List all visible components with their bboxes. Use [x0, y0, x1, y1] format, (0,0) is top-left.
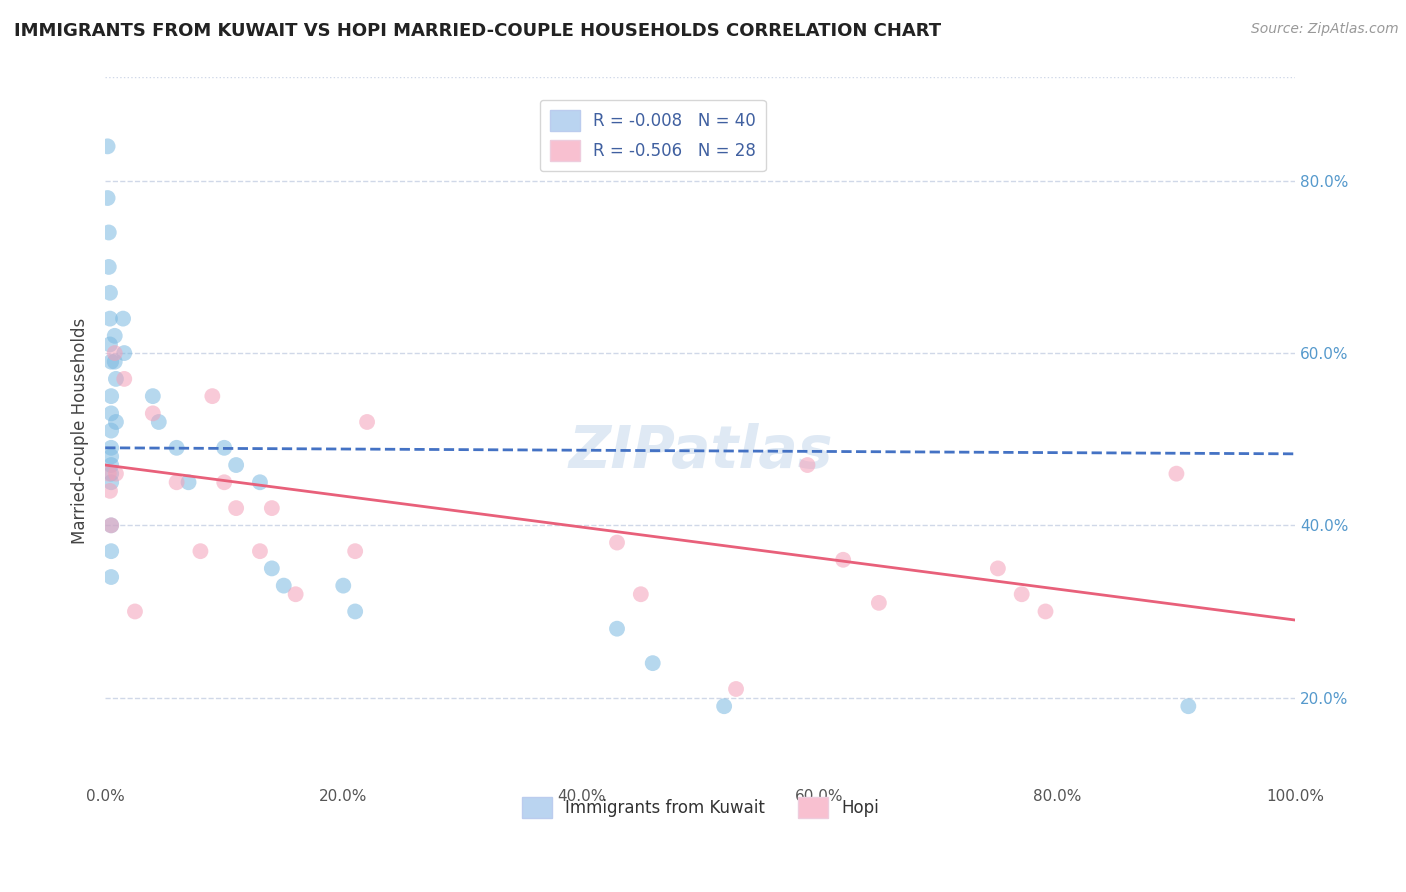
Point [796, 458, 818, 472]
Point [260, 561, 283, 575]
Point [630, 587, 652, 601]
Point [832, 553, 855, 567]
Point [166, 475, 188, 490]
Point [166, 441, 188, 455]
Point [100, 518, 122, 533]
Point [97, 139, 120, 153]
Point [100, 475, 122, 490]
Legend: Immigrants from Kuwait, Hopi: Immigrants from Kuwait, Hopi [515, 790, 886, 825]
Point [97, 226, 120, 240]
Point [868, 596, 890, 610]
Point [713, 699, 735, 714]
Point [356, 415, 378, 429]
Text: IMMIGRANTS FROM KUWAIT VS HOPI MARRIED-COUPLE HOUSEHOLDS CORRELATION CHART: IMMIGRANTS FROM KUWAIT VS HOPI MARRIED-C… [14, 22, 941, 40]
Point [249, 544, 271, 558]
Point [201, 389, 224, 403]
Point [190, 544, 212, 558]
Point [212, 441, 235, 455]
Point [112, 346, 135, 360]
Point [344, 544, 367, 558]
Point [273, 579, 295, 593]
Point [100, 406, 122, 420]
Point [344, 605, 367, 619]
Point [100, 424, 122, 438]
Point [1011, 587, 1033, 601]
Point [97, 191, 120, 205]
Point [104, 329, 127, 343]
Point [104, 354, 127, 368]
Point [100, 518, 122, 533]
Point [100, 570, 122, 584]
Point [112, 311, 135, 326]
Point [284, 587, 307, 601]
Point [97, 467, 120, 481]
Point [142, 389, 165, 403]
Point [249, 475, 271, 490]
Text: Source: ZipAtlas.com: Source: ZipAtlas.com [1251, 22, 1399, 37]
Point [104, 372, 127, 386]
Point [100, 450, 122, 464]
Point [1166, 467, 1188, 481]
Point [100, 389, 122, 403]
Point [100, 544, 122, 558]
Point [641, 656, 664, 670]
Point [124, 605, 146, 619]
Point [98, 483, 121, 498]
Point [177, 475, 200, 490]
Point [142, 406, 165, 420]
Point [332, 579, 354, 593]
Point [606, 535, 628, 549]
Point [112, 372, 135, 386]
Point [100, 467, 122, 481]
Point [225, 501, 247, 516]
Point [104, 467, 127, 481]
Point [725, 681, 748, 696]
Point [98, 285, 121, 300]
Point [100, 354, 122, 368]
Point [225, 458, 247, 472]
Text: ZIPatlas: ZIPatlas [568, 424, 832, 480]
Y-axis label: Married-couple Households: Married-couple Households [72, 318, 89, 544]
Point [148, 415, 170, 429]
Point [104, 346, 127, 360]
Point [212, 475, 235, 490]
Point [1035, 605, 1057, 619]
Point [98, 311, 121, 326]
Point [104, 415, 127, 429]
Point [100, 458, 122, 472]
Point [260, 501, 283, 516]
Point [987, 561, 1010, 575]
Point [100, 441, 122, 455]
Point [98, 337, 121, 351]
Point [97, 260, 120, 274]
Point [606, 622, 628, 636]
Point [1177, 699, 1199, 714]
